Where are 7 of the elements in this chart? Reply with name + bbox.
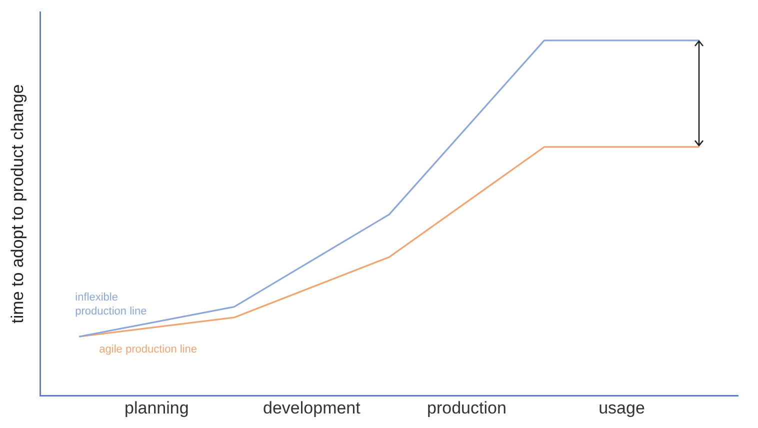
series-label: inflexible production line	[75, 292, 147, 318]
x-tick-label: usage	[598, 398, 645, 418]
series-label: agile production line	[99, 344, 198, 356]
y-axis-title: time to adopt to product change	[8, 84, 27, 324]
x-tick-label: planning	[124, 398, 189, 418]
x-tick-label: production	[427, 398, 506, 418]
x-tick-label: development	[263, 398, 361, 418]
